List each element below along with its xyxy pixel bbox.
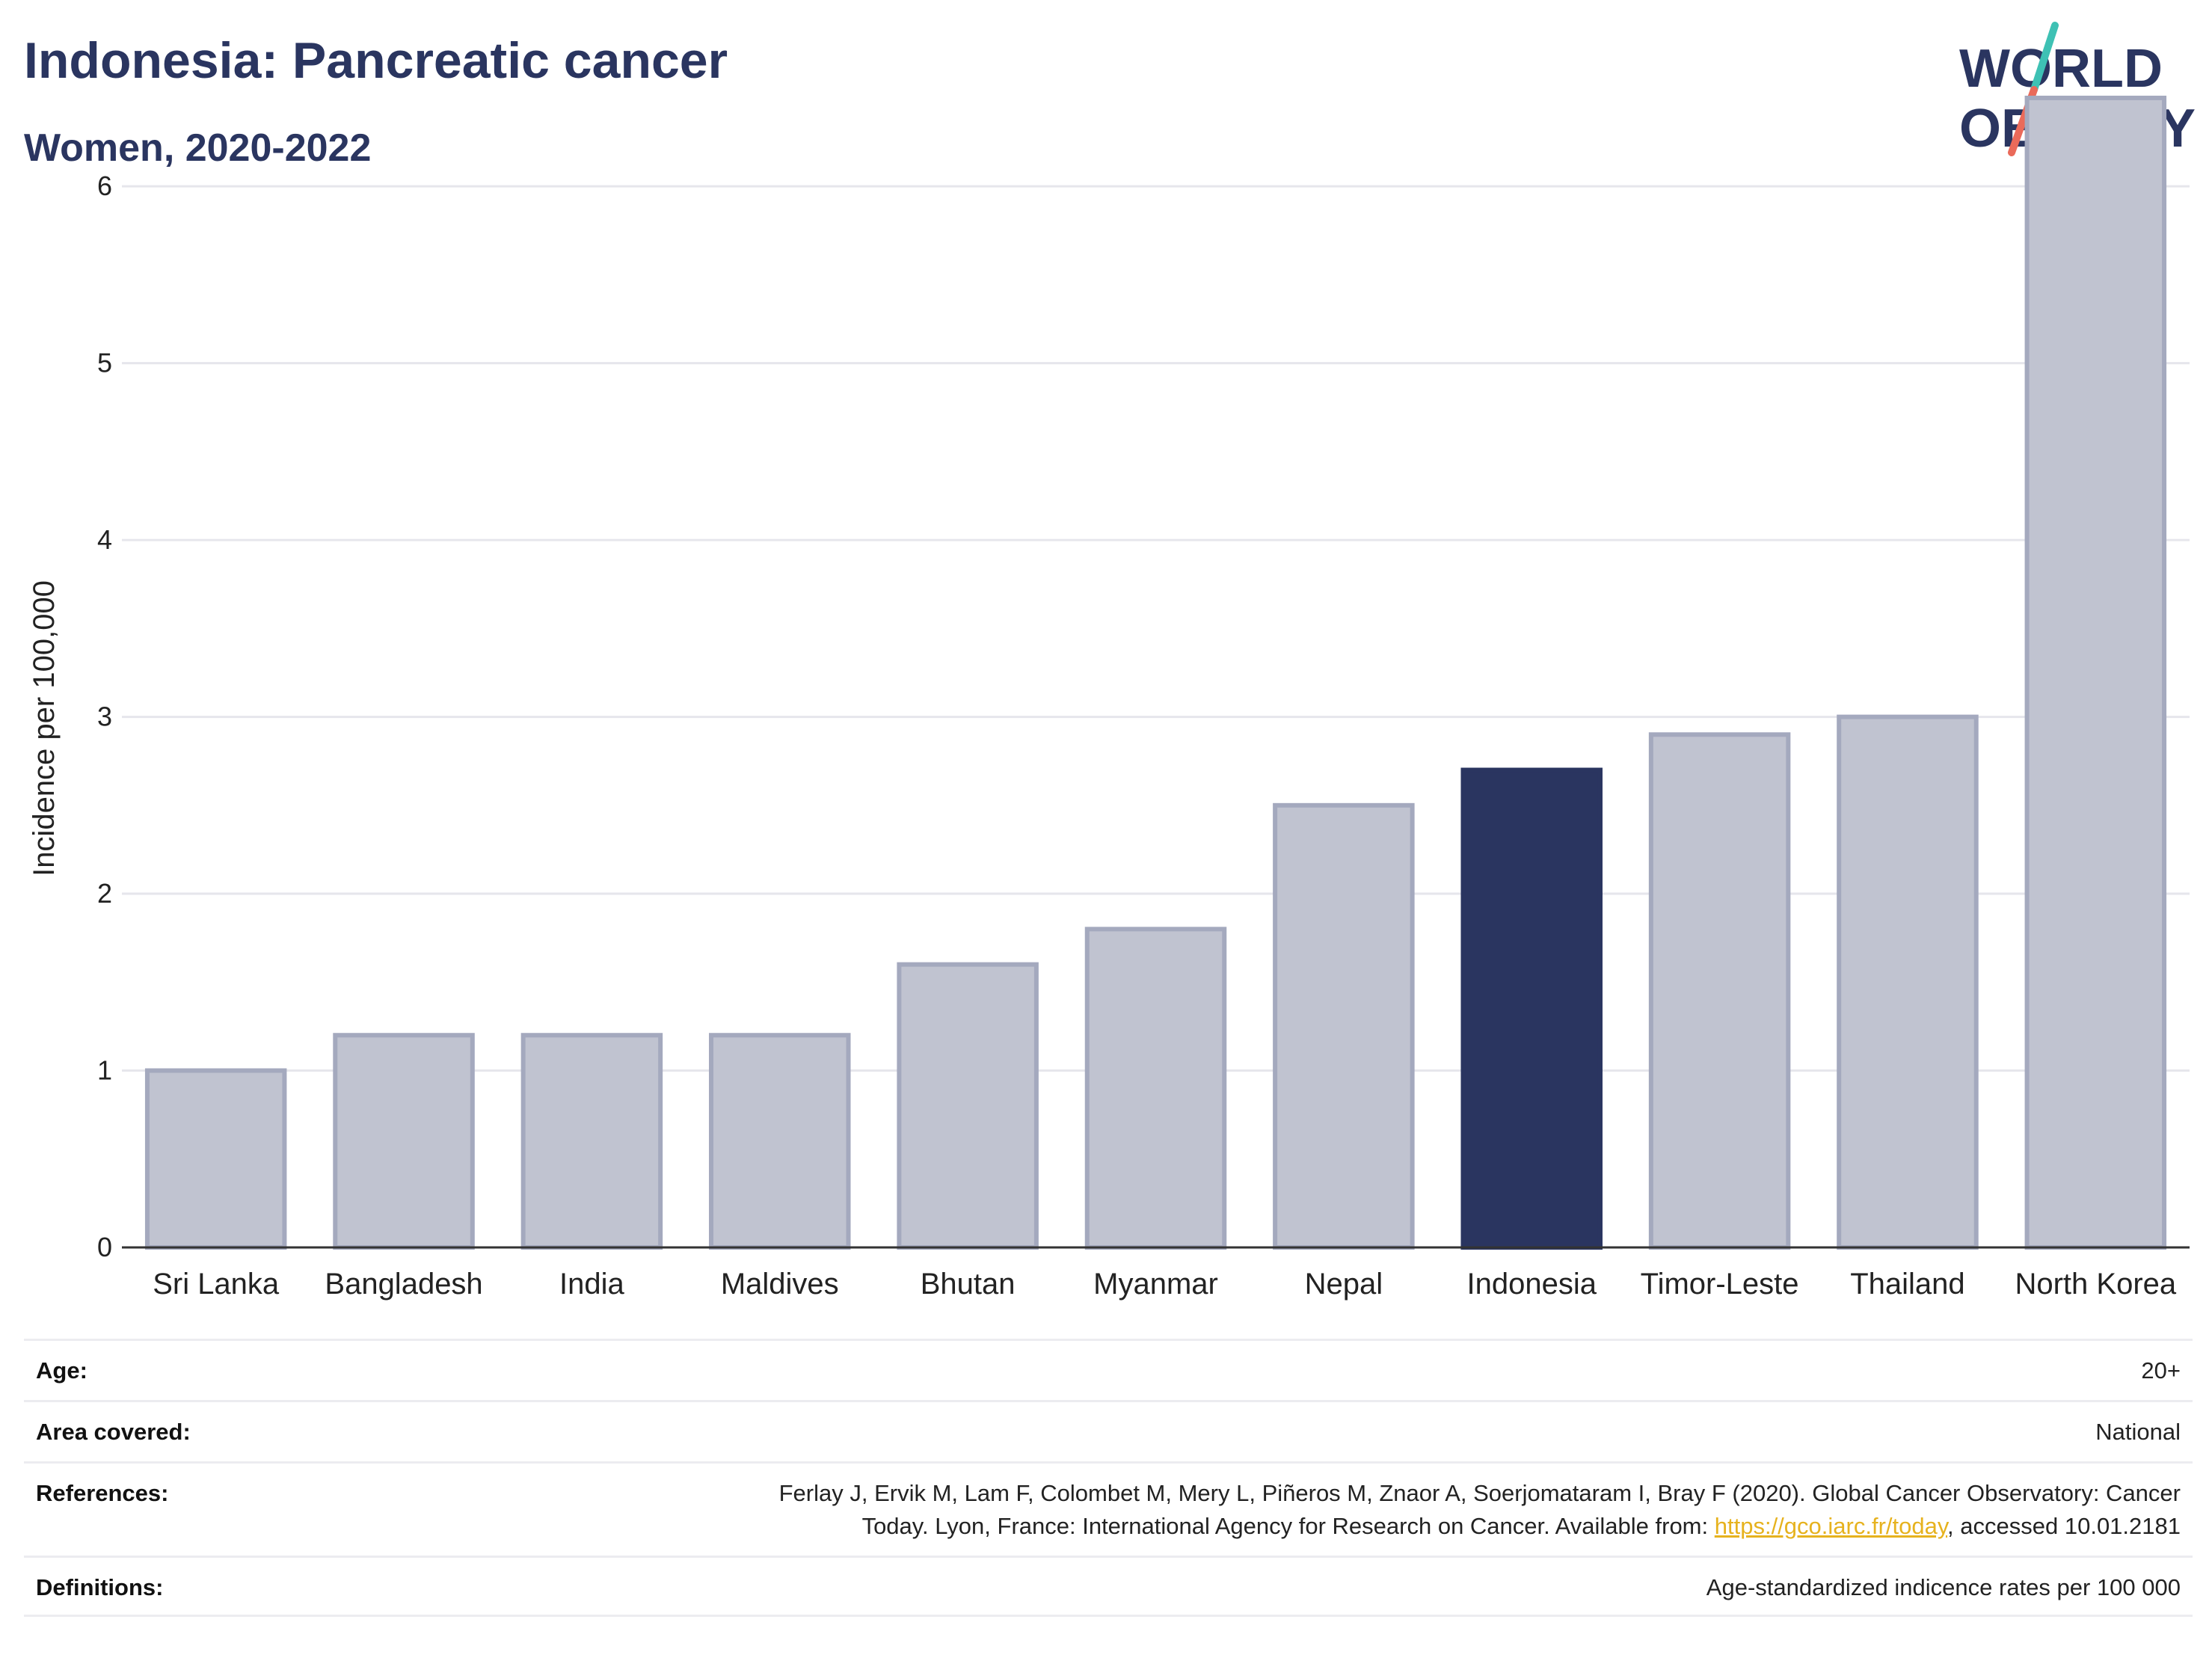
info-row-references: References: Ferlay J, Ervik M, Lam F, Co… — [24, 1461, 2193, 1556]
x-tick-label: Maldives — [721, 1268, 839, 1301]
y-tick-label: 0 — [97, 1232, 112, 1262]
x-tick-label: Sri Lanka — [153, 1268, 280, 1301]
logo-line1: WORLD — [1959, 39, 2163, 99]
x-tick-label: Thailand — [1850, 1268, 1964, 1301]
references-label: References: — [36, 1480, 169, 1506]
y-tick-label: 5 — [97, 348, 112, 378]
bar-timor-leste — [1648, 732, 1791, 1250]
bar-chart: 0 1 2 3 4 5 6 Incidence per 100,000 Sri Lanka Ban… — [28, 95, 2190, 1301]
y-axis-label: Incidence per 100,000 — [28, 580, 61, 876]
bar-indonesia — [1460, 767, 1603, 1250]
page-subtitle: Women, 2020-2022 — [24, 126, 372, 170]
bar-north-korea — [2024, 95, 2167, 1250]
bar-nepal — [1273, 802, 1415, 1250]
info-row-area: Area covered: National — [24, 1400, 2193, 1461]
y-tick-label: 4 — [97, 524, 112, 555]
x-tick-label: Timor-Leste — [1641, 1268, 1799, 1301]
references-value: Ferlay J, Ervik M, Lam F, Colombet M, Me… — [386, 1477, 2181, 1543]
bar-maldives — [709, 1033, 851, 1250]
info-row-age: Age: 20+ — [24, 1339, 2193, 1400]
x-tick-label: Nepal — [1305, 1268, 1383, 1301]
references-line2-post: , accessed 10.01.2181 — [1947, 1513, 2181, 1539]
y-tick-label: 6 — [97, 171, 112, 201]
area-value: National — [2095, 1419, 2181, 1445]
info-table: Age: 20+ Area covered: National Referenc… — [24, 1339, 2193, 1617]
references-line2-pre: Today. Lyon, France: International Agenc… — [861, 1513, 1715, 1539]
references-line2: Today. Lyon, France: International Agenc… — [386, 1510, 2181, 1543]
bar-thailand — [1837, 714, 1979, 1250]
bar-sri-lanka — [144, 1068, 287, 1250]
info-row-definitions: Definitions: Age-standardized indicence … — [24, 1556, 2193, 1617]
area-label: Area covered: — [36, 1419, 191, 1445]
references-link[interactable]: https://gco.iarc.fr/today — [1714, 1513, 1948, 1539]
age-value: 20+ — [2141, 1357, 2181, 1384]
x-tick-label: Bhutan — [921, 1268, 1016, 1301]
bar-myanmar — [1084, 927, 1227, 1250]
x-tick-label: Bangladesh — [325, 1268, 482, 1301]
y-tick-label: 2 — [97, 878, 112, 909]
x-tick-label: India — [559, 1268, 624, 1301]
x-tick-label: Myanmar — [1093, 1268, 1218, 1301]
x-tick-label: Indonesia — [1466, 1268, 1597, 1301]
y-tick-label: 3 — [97, 701, 112, 732]
bar-india — [520, 1033, 663, 1250]
age-label: Age: — [36, 1357, 87, 1384]
page-title: Indonesia: Pancreatic cancer — [24, 32, 728, 89]
definitions-label: Definitions: — [36, 1574, 164, 1600]
x-tick-label: North Korea — [2015, 1268, 2176, 1301]
bar-bhutan — [897, 962, 1039, 1250]
definitions-value: Age-standardized indicence rates per 100… — [1706, 1574, 2181, 1600]
bar-bangladesh — [333, 1033, 475, 1250]
y-tick-label: 1 — [97, 1055, 112, 1086]
references-line1: Ferlay J, Ervik M, Lam F, Colombet M, Me… — [778, 1480, 2181, 1506]
